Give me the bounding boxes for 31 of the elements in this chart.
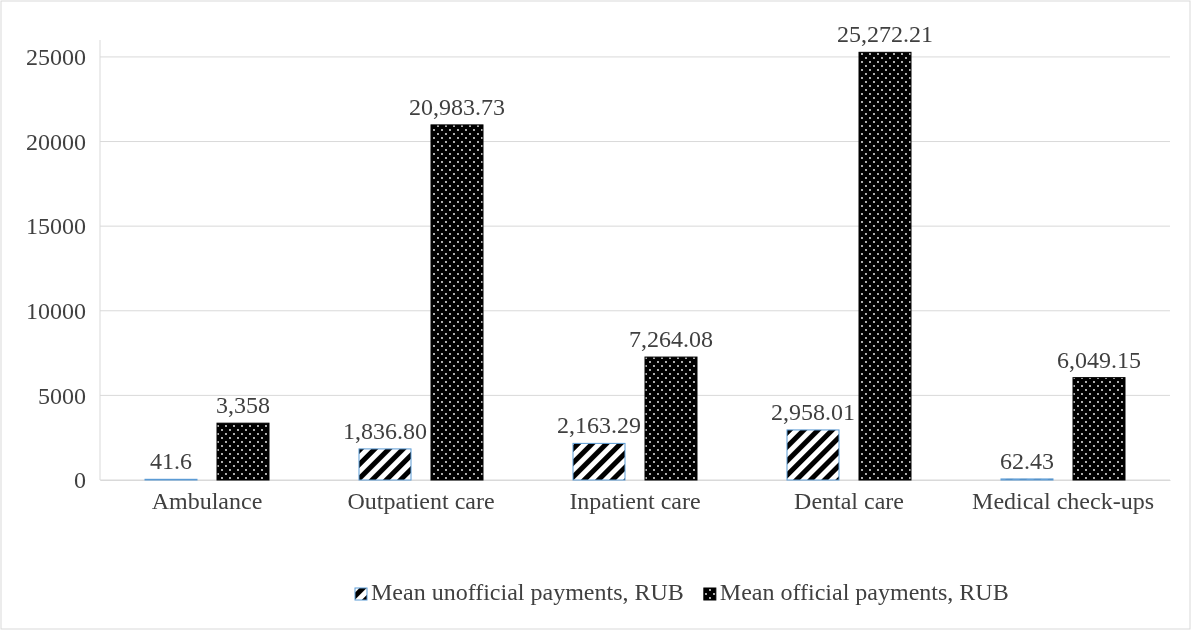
data-label: 1,836.80: [343, 417, 427, 444]
data-label: 7,264.08: [629, 326, 713, 353]
bar: [1072, 377, 1126, 481]
y-tick-label: 10000: [26, 297, 86, 324]
bar: [786, 429, 840, 481]
data-label: 62.43: [1000, 447, 1054, 474]
y-tick-label: 20000: [26, 128, 86, 155]
bar: [572, 442, 626, 481]
y-tick-label: 15000: [26, 213, 86, 240]
data-label: 6,049.15: [1057, 346, 1141, 373]
data-label: 3,358: [216, 392, 270, 419]
data-label: 20,983.73: [409, 93, 505, 120]
data-label: 41.6: [150, 448, 192, 475]
data-label: 25,272.21: [837, 21, 933, 48]
y-tick-label: 5000: [38, 382, 86, 409]
x-tick-label: Inpatient care: [569, 488, 701, 515]
legend-label: Mean unofficial payments, RUB: [371, 579, 684, 605]
bar: [644, 356, 698, 481]
legend-label: Mean official payments, RUB: [719, 579, 1009, 605]
y-tick-label: 0: [74, 467, 86, 494]
bar: [430, 124, 484, 481]
x-tick-label: Dental care: [794, 488, 904, 515]
data-label: 2,958.01: [771, 398, 855, 425]
y-tick-label: 25000: [26, 44, 86, 71]
data-label: 2,163.29: [557, 412, 641, 439]
bar: [358, 448, 412, 481]
x-tick-label: Medical check-ups: [972, 488, 1154, 515]
bar: [216, 422, 270, 481]
x-tick-label: Ambulance: [151, 488, 263, 515]
x-tick-label: Outpatient care: [347, 488, 495, 515]
bar: [858, 51, 912, 481]
